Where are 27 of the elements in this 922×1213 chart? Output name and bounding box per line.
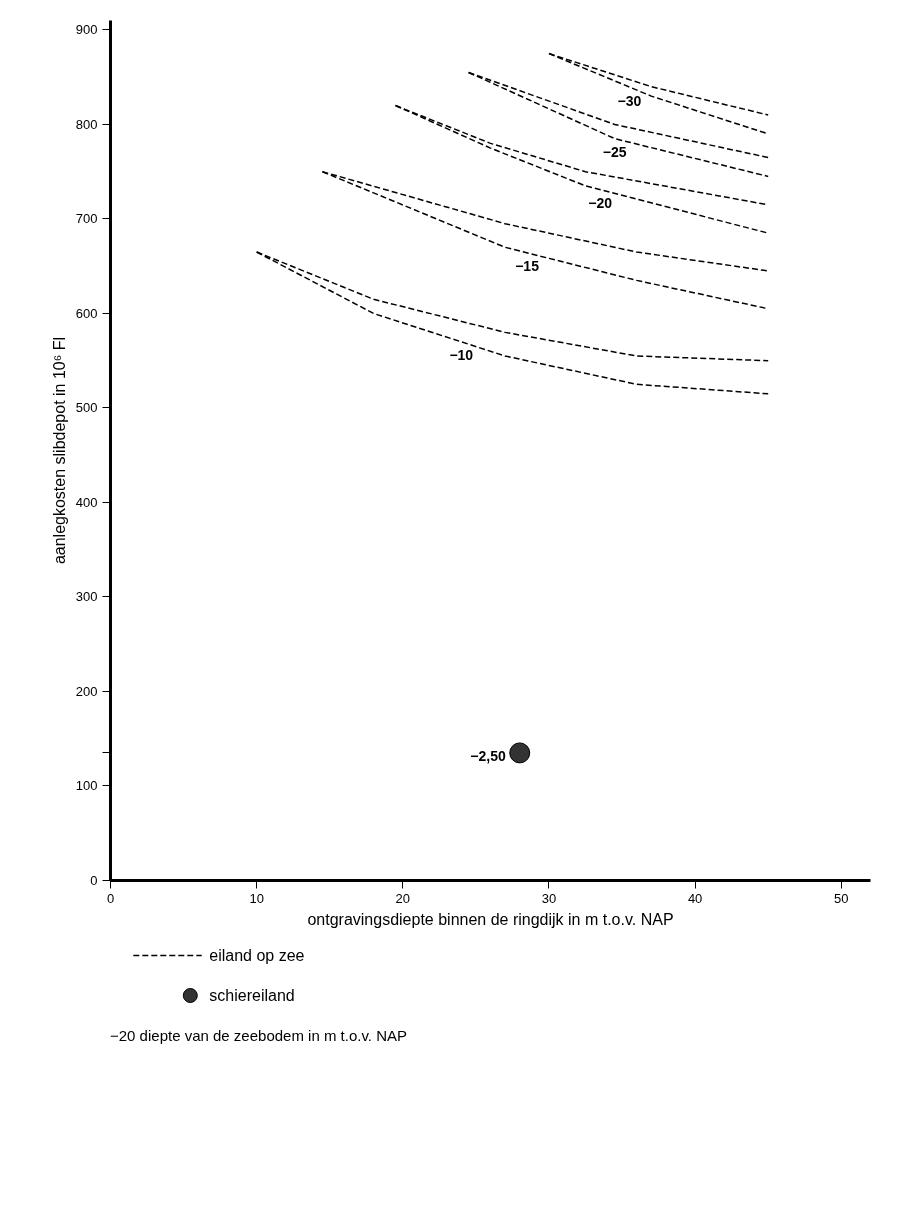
y-tick-label: 300 bbox=[75, 589, 98, 605]
y-tick-label: 900 bbox=[75, 22, 98, 38]
legend-label: eiland op zee bbox=[209, 947, 305, 964]
y-tick-label: 100 bbox=[75, 778, 98, 794]
x-tick-label: 0 bbox=[106, 890, 115, 906]
y-tick-label: 400 bbox=[75, 494, 98, 510]
x-tick-label: 30 bbox=[541, 890, 557, 906]
x-tick-label: 20 bbox=[395, 890, 411, 906]
annotation: −10 bbox=[449, 346, 474, 363]
legend-label: schiereiland bbox=[209, 987, 295, 1004]
y-tick-label: 800 bbox=[75, 116, 98, 132]
y-tick-label: 600 bbox=[75, 305, 98, 321]
annotation: −25 bbox=[602, 143, 627, 160]
text: −20 diepte van de zeebodem in m t.o.v. NAP bbox=[110, 1026, 407, 1046]
y-tick-label: 200 bbox=[75, 683, 98, 699]
y-axis-title: aanlegkosten slibdepot in 10⁶ Fl bbox=[50, 336, 68, 565]
annotation: −15 bbox=[515, 257, 540, 274]
x-tick-label: 10 bbox=[249, 890, 264, 906]
y-tick-label: 0 bbox=[90, 873, 98, 888]
y-tick-label: 500 bbox=[75, 400, 98, 416]
y-tick-label: 700 bbox=[75, 211, 98, 227]
x-tick-label: 50 bbox=[834, 890, 849, 906]
annotation: −20 bbox=[588, 194, 613, 211]
annotation: −2,50 bbox=[470, 747, 506, 764]
annotation: −30 bbox=[617, 92, 642, 109]
x-tick-label: 40 bbox=[687, 890, 703, 906]
x-axis-title: ontgravingsdiepte binnen de ringdijk in m t.o.v. NAP bbox=[307, 910, 674, 928]
